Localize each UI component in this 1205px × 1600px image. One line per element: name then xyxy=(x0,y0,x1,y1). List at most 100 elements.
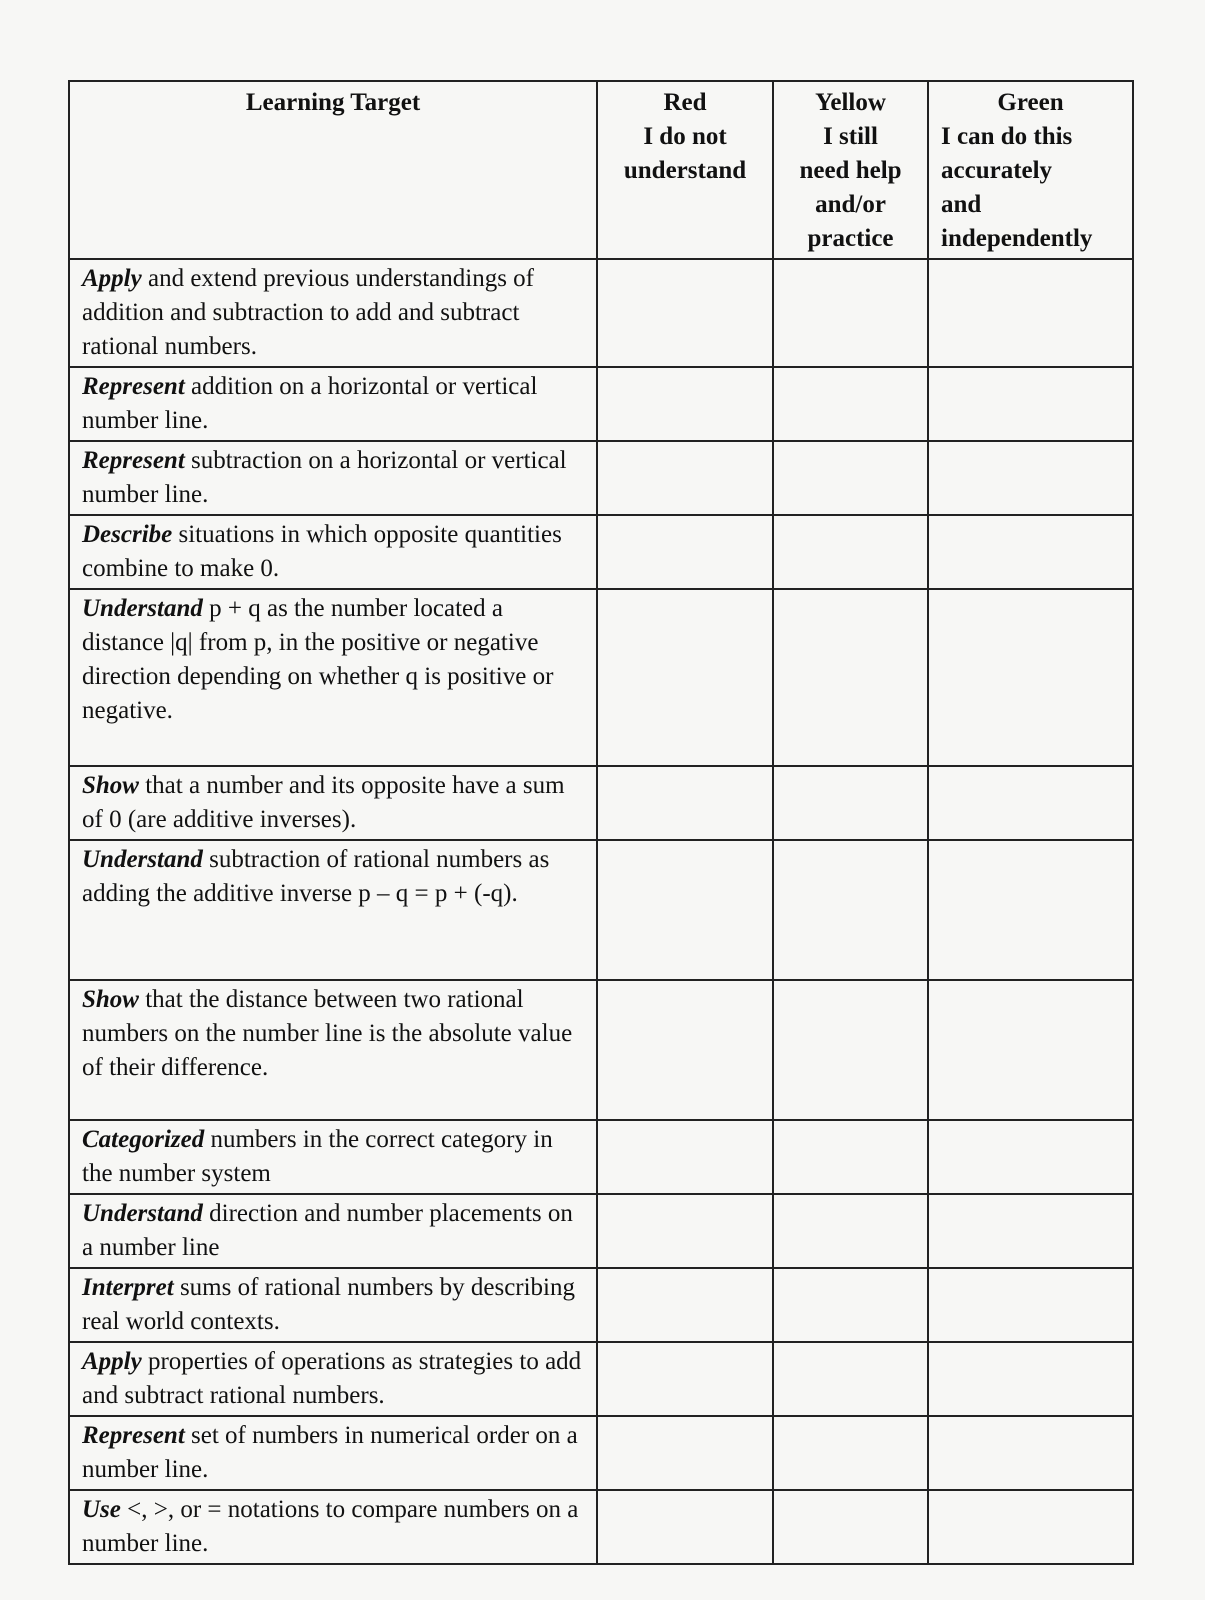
table-row: Represent addition on a horizontal or ve… xyxy=(68,366,1134,442)
target-text: subtraction on a horizontal or vertical … xyxy=(82,447,567,508)
green-rating-cell[interactable] xyxy=(927,440,1134,516)
table-row: Show that the distance between two ratio… xyxy=(68,979,1134,1121)
table-row: Describe situations in which opposite qu… xyxy=(68,514,1134,590)
learning-target-cell: Represent set of numbers in numerical or… xyxy=(68,1415,598,1491)
red-rating-cell[interactable] xyxy=(596,1193,774,1269)
red-rating-cell[interactable] xyxy=(596,440,774,516)
target-verb: Understand xyxy=(82,1200,203,1227)
target-text: that the distance between two rational n… xyxy=(82,986,573,1081)
target-text: that a number and its opposite have a su… xyxy=(82,772,565,833)
green-rating-cell[interactable] xyxy=(927,1489,1134,1565)
yellow-rating-cell[interactable] xyxy=(772,1193,929,1269)
target-text: subtraction of rational numbers as addin… xyxy=(82,846,550,907)
header-green-line: I can do this xyxy=(941,123,1073,150)
target-verb: Apply xyxy=(82,1348,142,1375)
learning-target-cell: Represent subtraction on a horizontal or… xyxy=(68,440,598,516)
learning-target-cell: Understand p + q as the number located a… xyxy=(68,588,598,767)
yellow-rating-cell[interactable] xyxy=(772,440,929,516)
red-rating-cell[interactable] xyxy=(596,366,774,442)
header-yellow-line: practice xyxy=(807,225,894,252)
target-text: sums of rational numbers by describing r… xyxy=(82,1274,576,1335)
target-verb: Understand xyxy=(82,595,203,622)
learning-target-cell: Apply and extend previous understandings… xyxy=(68,258,598,368)
header-yellow: Yellow I still need help and/or practice xyxy=(772,80,929,260)
yellow-rating-cell[interactable] xyxy=(772,1341,929,1417)
yellow-rating-cell[interactable] xyxy=(772,765,929,841)
green-rating-cell[interactable] xyxy=(927,514,1134,590)
red-rating-cell[interactable] xyxy=(596,1489,774,1565)
yellow-rating-cell[interactable] xyxy=(772,514,929,590)
green-rating-cell[interactable] xyxy=(927,1415,1134,1491)
learning-target-cell: Represent addition on a horizontal or ve… xyxy=(68,366,598,442)
header-yellow-line: I still xyxy=(823,123,878,150)
header-green-line: Green xyxy=(997,89,1064,116)
red-rating-cell[interactable] xyxy=(596,1119,774,1195)
red-rating-cell[interactable] xyxy=(596,1415,774,1491)
learning-target-cell: Use <, >, or = notations to compare numb… xyxy=(68,1489,598,1565)
yellow-rating-cell[interactable] xyxy=(772,1119,929,1195)
header-green-line: and xyxy=(941,191,982,218)
target-verb: Represent xyxy=(82,373,185,400)
red-rating-cell[interactable] xyxy=(596,1341,774,1417)
learning-target-cell: Categorized numbers in the correct categ… xyxy=(68,1119,598,1195)
target-verb: Show xyxy=(82,772,139,799)
target-text: direction and number placements on a num… xyxy=(82,1200,573,1261)
target-verb: Interpret xyxy=(82,1274,174,1301)
header-yellow-line: need help xyxy=(799,157,902,184)
target-text: numbers in the correct category in the n… xyxy=(82,1126,553,1187)
header-green-line: accurately xyxy=(941,157,1053,184)
red-rating-cell[interactable] xyxy=(596,765,774,841)
yellow-rating-cell[interactable] xyxy=(772,1267,929,1343)
target-verb: Categorized xyxy=(82,1126,205,1153)
table-row: Represent set of numbers in numerical or… xyxy=(68,1415,1134,1491)
header-green: Green I can do this accurately and indep… xyxy=(927,80,1134,260)
table-row: Use <, >, or = notations to compare numb… xyxy=(68,1489,1134,1565)
learning-target-cell: Describe situations in which opposite qu… xyxy=(68,514,598,590)
green-rating-cell[interactable] xyxy=(927,258,1134,368)
header-yellow-line: and/or xyxy=(815,191,886,218)
yellow-rating-cell[interactable] xyxy=(772,588,929,767)
red-rating-cell[interactable] xyxy=(596,1267,774,1343)
red-rating-cell[interactable] xyxy=(596,839,774,981)
learning-target-table: Learning Target Red I do not understand … xyxy=(68,80,1134,1565)
learning-target-cell: Interpret sums of rational numbers by de… xyxy=(68,1267,598,1343)
table-row: Understand p + q as the number located a… xyxy=(68,588,1134,767)
green-rating-cell[interactable] xyxy=(927,765,1134,841)
green-rating-cell[interactable] xyxy=(927,979,1134,1121)
target-verb: Apply xyxy=(82,265,142,292)
header-green-line: independently xyxy=(941,225,1093,252)
yellow-rating-cell[interactable] xyxy=(772,258,929,368)
target-verb: Represent xyxy=(82,1422,185,1449)
header-red-line: Red xyxy=(663,89,707,116)
yellow-rating-cell[interactable] xyxy=(772,839,929,981)
learning-target-cell: Understand direction and number placemen… xyxy=(68,1193,598,1269)
yellow-rating-cell[interactable] xyxy=(772,366,929,442)
green-rating-cell[interactable] xyxy=(927,366,1134,442)
green-rating-cell[interactable] xyxy=(927,1341,1134,1417)
yellow-rating-cell[interactable] xyxy=(772,1415,929,1491)
green-rating-cell[interactable] xyxy=(927,1193,1134,1269)
header-red-line: understand xyxy=(623,157,747,184)
yellow-rating-cell[interactable] xyxy=(772,979,929,1121)
table-row: Apply properties of operations as strate… xyxy=(68,1341,1134,1417)
green-rating-cell[interactable] xyxy=(927,588,1134,767)
header-red-line: I do not xyxy=(643,123,727,150)
red-rating-cell[interactable] xyxy=(596,979,774,1121)
table-row: Represent subtraction on a horizontal or… xyxy=(68,440,1134,516)
target-text: situations in which opposite quantities … xyxy=(82,521,562,582)
red-rating-cell[interactable] xyxy=(596,258,774,368)
target-verb: Understand xyxy=(82,846,203,873)
learning-target-cell: Apply properties of operations as strate… xyxy=(68,1341,598,1417)
green-rating-cell[interactable] xyxy=(927,1267,1134,1343)
target-text: properties of operations as strategies t… xyxy=(82,1348,582,1409)
header-red: Red I do not understand xyxy=(596,80,774,260)
target-text: p + q as the number located a distance |… xyxy=(82,595,554,724)
yellow-rating-cell[interactable] xyxy=(772,1489,929,1565)
red-rating-cell[interactable] xyxy=(596,588,774,767)
red-rating-cell[interactable] xyxy=(596,514,774,590)
header-learning-target: Learning Target xyxy=(68,80,598,260)
green-rating-cell[interactable] xyxy=(927,839,1134,981)
target-text: and extend previous understandings of ad… xyxy=(82,265,534,360)
target-verb: Represent xyxy=(82,447,185,474)
green-rating-cell[interactable] xyxy=(927,1119,1134,1195)
